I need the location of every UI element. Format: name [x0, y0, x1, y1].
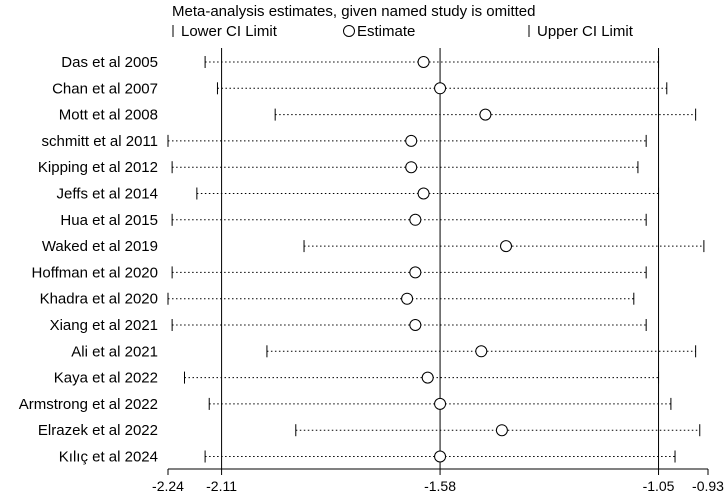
x-tick-label: -0.93 — [692, 478, 724, 494]
study-row: Hoffman et al 2020 — [32, 264, 647, 281]
study-label: Khadra et al 2020 — [40, 291, 158, 308]
chart-title: Meta-analysis estimates, given named stu… — [172, 3, 536, 20]
study-row: Elrazek et al 2022 — [38, 422, 701, 439]
study-row: Chan et al 2007 — [52, 80, 668, 97]
estimate-marker — [409, 319, 422, 331]
study-label: schmitt et al 2011 — [42, 133, 158, 150]
study-row: Kipping et al 2012 — [38, 159, 639, 176]
legend: Lower CI Limit Estimate Upper CI Limit — [172, 23, 634, 40]
study-row: Waked et al 2019 — [42, 238, 705, 255]
study-label: Waked et al 2019 — [42, 238, 158, 255]
study-label: Das et al 2005 — [61, 54, 158, 71]
legend-lower-label: Lower CI Limit — [181, 23, 278, 40]
study-row: Jeffs et al 2014 — [57, 186, 660, 203]
study-label: Jeffs et al 2014 — [57, 186, 158, 203]
legend-upper-label: Upper CI Limit — [537, 23, 634, 40]
estimate-marker — [405, 161, 418, 174]
estimate-marker — [479, 108, 492, 121]
estimate-marker — [417, 187, 430, 200]
estimate-marker — [409, 266, 422, 279]
estimate-marker — [495, 424, 508, 437]
study-row: Xiang et al 2021 — [50, 317, 647, 334]
study-label: Hua et al 2015 — [60, 212, 158, 229]
estimate-marker — [434, 82, 447, 95]
estimate-marker — [421, 371, 434, 384]
study-label: Hoffman et al 2020 — [32, 264, 158, 281]
study-row: Khadra et al 2020 — [40, 291, 635, 308]
study-label: Xiang et al 2021 — [50, 317, 158, 334]
estimate-marker — [500, 240, 513, 253]
study-label: Chan et al 2007 — [52, 80, 158, 97]
study-row: Hua et al 2015 — [60, 212, 647, 229]
estimate-marker — [401, 292, 414, 305]
x-axis: -2.24 -2.11 -1.58 -1.05 -0.93 — [152, 468, 724, 494]
study-label: Armstrong et al 2022 — [19, 396, 158, 413]
x-tick-label: -2.24 — [152, 478, 184, 494]
estimate-marker — [434, 397, 447, 410]
study-row: Armstrong et al 2022 — [19, 396, 672, 413]
study-row: schmitt et al 2011 — [42, 133, 647, 150]
study-row: Ali et al 2021 — [71, 343, 697, 360]
estimate-marker — [409, 213, 422, 226]
study-label: Elrazek et al 2022 — [38, 422, 158, 439]
estimate-marker — [417, 56, 430, 68]
legend-estimate-marker — [343, 25, 355, 37]
study-row: Mott et al 2008 — [59, 107, 697, 124]
study-row: Kaya et al 2022 — [54, 370, 660, 387]
x-tick-label: -1.05 — [643, 478, 675, 494]
study-label: Kaya et al 2022 — [54, 370, 158, 387]
estimate-marker — [405, 134, 418, 147]
study-label: Mott et al 2008 — [59, 107, 158, 124]
study-label: Kılıç et al 2024 — [59, 449, 158, 466]
study-rows: Das et al 2005 Chan et al 2007 Mott et al … — [19, 54, 705, 466]
legend-estimate-label: Estimate — [357, 23, 415, 40]
estimate-marker — [475, 345, 488, 358]
estimate-marker — [434, 450, 447, 463]
study-label: Ali et al 2021 — [71, 343, 158, 360]
study-row: Kılıç et al 2024 — [59, 449, 676, 466]
x-tick-label: -1.58 — [424, 478, 456, 494]
study-label: Kipping et al 2012 — [38, 159, 158, 176]
x-tick-label: -2.11 — [206, 478, 237, 494]
study-row: Das et al 2005 — [61, 54, 660, 71]
